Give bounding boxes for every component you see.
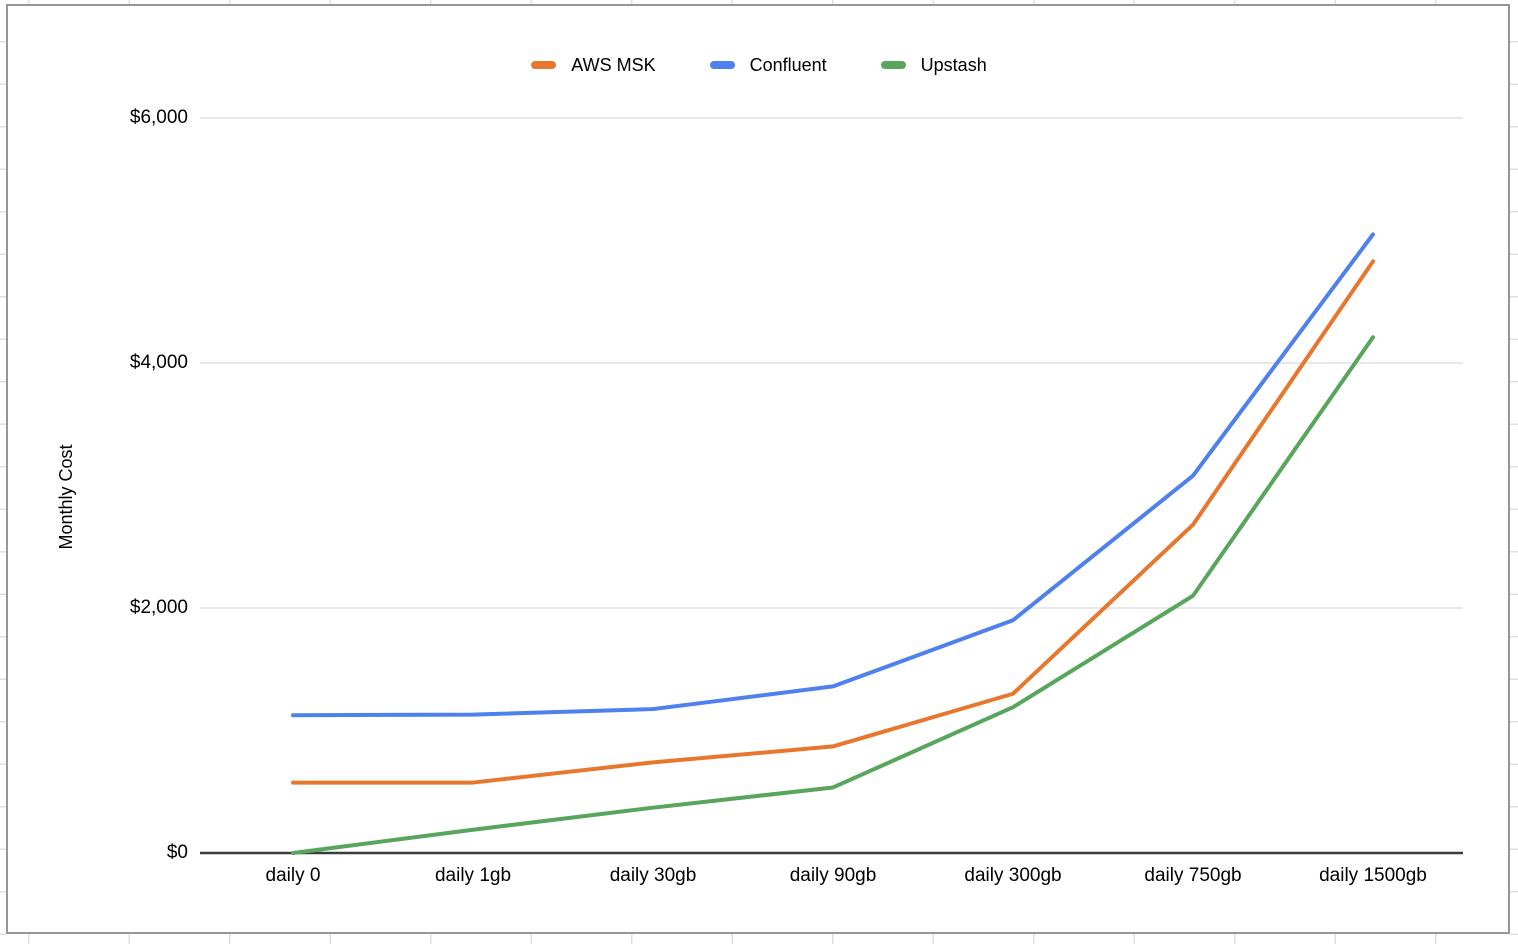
legend-swatch-confluent (709, 61, 735, 69)
legend-item-aws-msk[interactable]: AWS MSK (531, 54, 656, 76)
series-line-confluent (291, 232, 1375, 718)
y-axis-title: Monthly Cost (56, 444, 76, 550)
series-line-upstash (291, 335, 1375, 855)
legend-item-upstash[interactable]: Upstash (880, 54, 987, 76)
legend-item-confluent[interactable]: Confluent (709, 54, 827, 76)
legend-swatch-upstash (880, 61, 906, 69)
legend-swatch-aws-msk (531, 61, 557, 69)
chart-container[interactable] (6, 4, 1510, 934)
chart-legend: AWS MSK Confluent Upstash (0, 50, 1518, 80)
legend-label: Confluent (749, 54, 827, 75)
legend-label: Upstash (920, 54, 987, 75)
series-line-aws-msk (291, 259, 1375, 785)
legend-label: AWS MSK (571, 54, 656, 75)
